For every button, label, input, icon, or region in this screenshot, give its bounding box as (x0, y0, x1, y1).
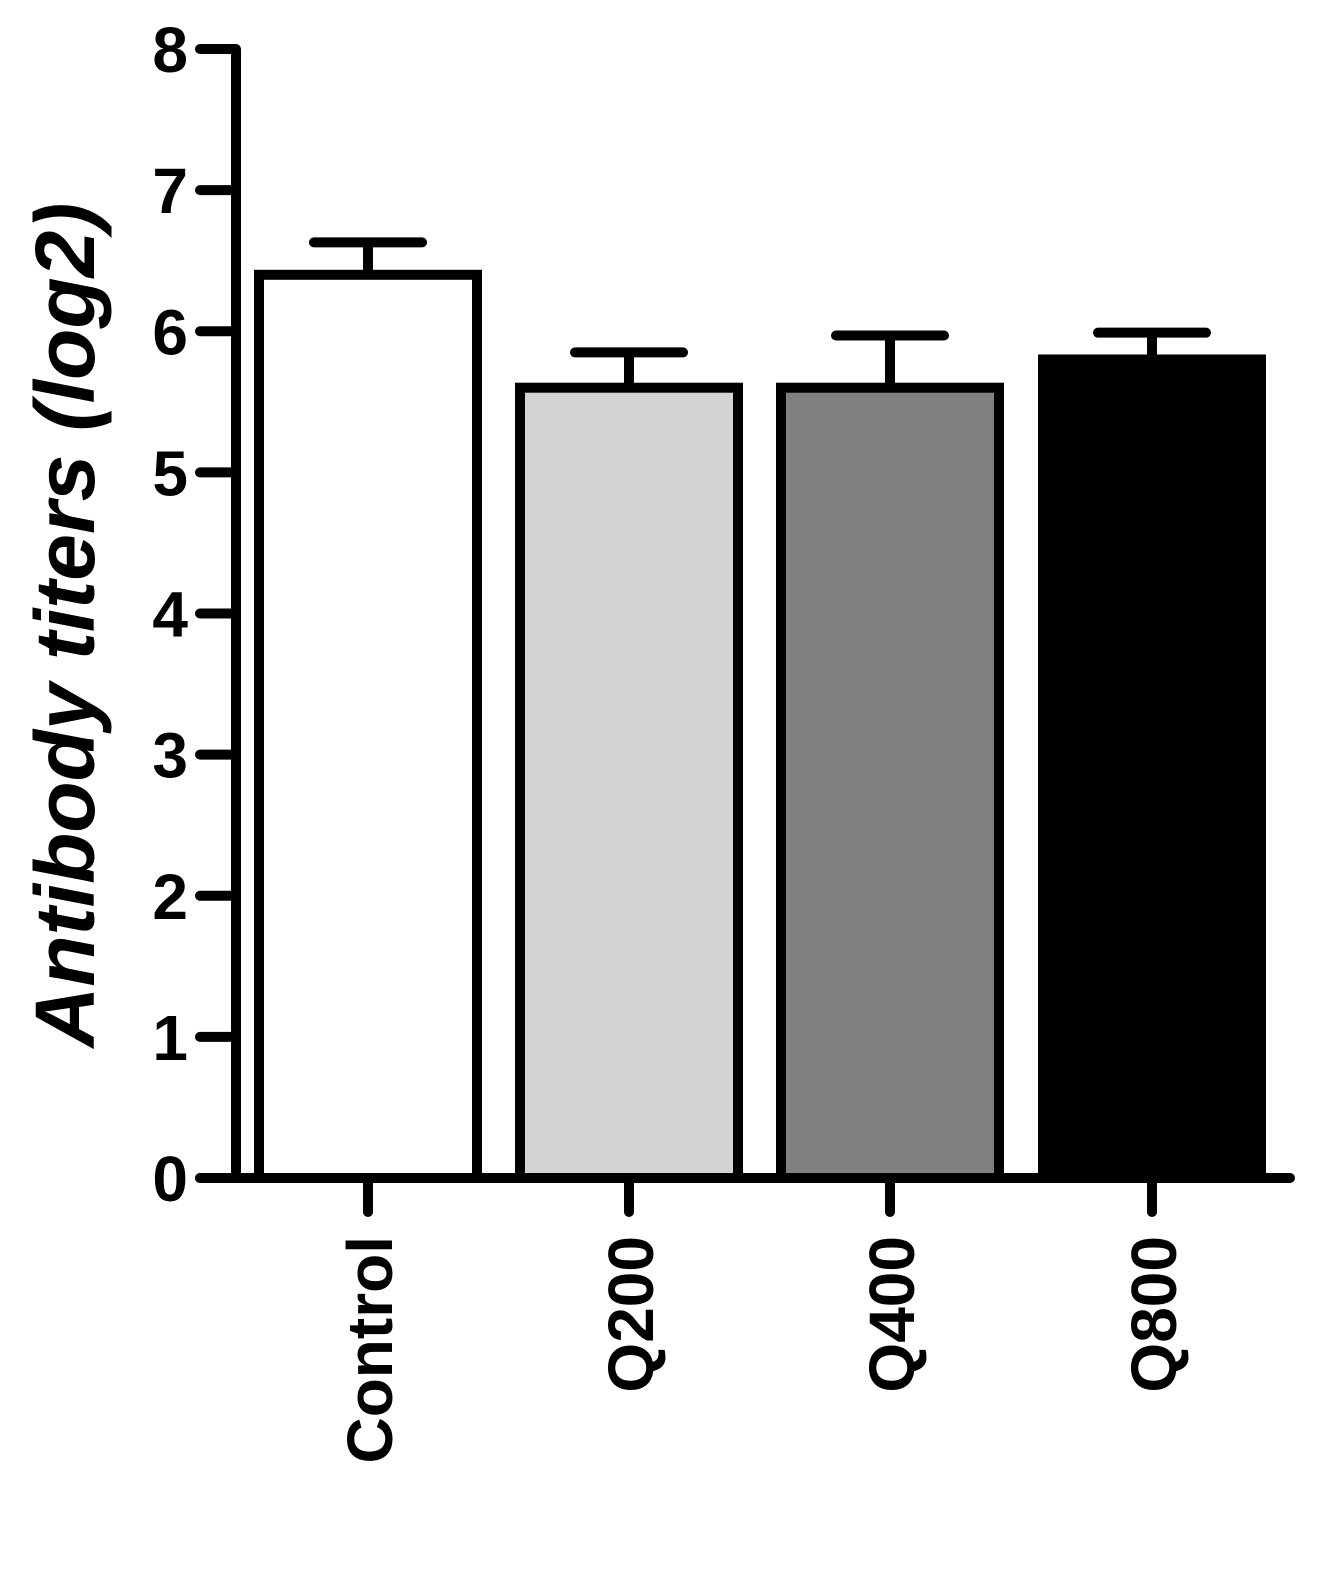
y-ticks-layer: 0 1 2 3 4 5 6 7 8 (152, 14, 241, 1215)
x-tick-label-control: Control (334, 1236, 406, 1464)
bar-q400 (776, 382, 1004, 1183)
y-tick-label-6: 6 (152, 296, 188, 368)
y-axis-title-group: Antibody titers (log2) (18, 203, 112, 1050)
x-ticks-layer: Control Q200 Q400 Q800 (334, 1173, 1190, 1464)
error-bars-layer (309, 237, 1211, 388)
x-tick-label-q800: Q800 (1118, 1236, 1190, 1393)
y-tick-label-3: 3 (152, 720, 188, 792)
y-tick-label-8: 8 (152, 14, 188, 86)
y-tick-label-5: 5 (152, 437, 188, 509)
y-tick-label-4: 4 (152, 579, 188, 651)
y-axis-title: Antibody titers (log2) (18, 203, 112, 1050)
bar-control (254, 269, 482, 1183)
x-tick-label-q400: Q400 (856, 1236, 928, 1393)
y-tick-label-1: 1 (152, 1002, 188, 1074)
x-tick-label-q200: Q200 (595, 1236, 667, 1393)
bar-q800 (1038, 354, 1266, 1184)
y-tick-label-2: 2 (152, 861, 188, 933)
y-tick-label-7: 7 (152, 155, 188, 227)
y-tick-label-0: 0 (152, 1143, 188, 1215)
bars-layer (254, 269, 1266, 1184)
bar-q200 (515, 382, 743, 1183)
